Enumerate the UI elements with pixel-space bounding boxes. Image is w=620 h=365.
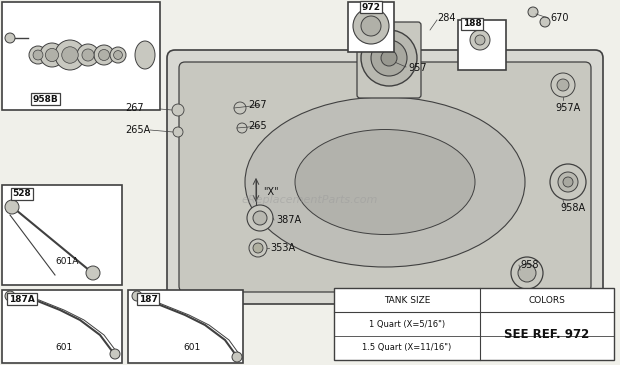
Text: "X": "X" [263, 187, 278, 197]
Circle shape [361, 16, 381, 36]
Text: 670: 670 [550, 13, 569, 23]
Circle shape [475, 35, 485, 45]
Circle shape [232, 352, 242, 362]
Text: 972: 972 [361, 3, 381, 12]
Circle shape [62, 47, 78, 63]
Text: 528: 528 [12, 189, 32, 199]
Text: 958B: 958B [32, 95, 58, 104]
Circle shape [519, 290, 535, 306]
Text: 957: 957 [408, 63, 427, 73]
Text: 957A: 957A [555, 103, 580, 113]
Bar [128, 290, 243, 363]
Text: 387A: 387A [276, 215, 301, 225]
Circle shape [247, 205, 273, 231]
Text: 265: 265 [248, 121, 267, 131]
Text: 958A: 958A [560, 203, 585, 213]
Circle shape [40, 43, 64, 67]
Circle shape [113, 51, 122, 59]
Bar [458, 20, 506, 70]
Text: 958: 958 [520, 260, 539, 270]
Text: 267: 267 [248, 100, 267, 110]
Circle shape [237, 123, 247, 133]
Ellipse shape [245, 97, 525, 267]
Text: 601A: 601A [55, 257, 78, 266]
Text: 187: 187 [138, 295, 157, 304]
Text: 601: 601 [55, 343, 73, 353]
Circle shape [551, 73, 575, 97]
Circle shape [470, 30, 490, 50]
Circle shape [361, 30, 417, 86]
Circle shape [110, 349, 120, 359]
Circle shape [353, 8, 389, 44]
Circle shape [172, 104, 184, 116]
Bar [2, 185, 122, 285]
Bar [2, 290, 122, 363]
Text: 1 Quart (X=5/16"): 1 Quart (X=5/16") [369, 319, 445, 328]
Bar [2, 2, 160, 110]
Circle shape [99, 50, 110, 61]
Ellipse shape [295, 130, 475, 234]
Circle shape [234, 102, 246, 114]
Circle shape [33, 50, 43, 60]
Circle shape [5, 33, 15, 43]
Circle shape [557, 79, 569, 91]
Circle shape [5, 291, 15, 301]
Text: TANK SIZE: TANK SIZE [384, 296, 430, 305]
Text: COLORS: COLORS [528, 296, 565, 305]
Circle shape [5, 200, 19, 214]
Circle shape [29, 46, 47, 64]
Text: 265A: 265A [125, 125, 150, 135]
FancyBboxPatch shape [167, 50, 603, 304]
Circle shape [94, 45, 114, 65]
Text: 267: 267 [125, 103, 144, 113]
Circle shape [45, 49, 59, 62]
Circle shape [77, 44, 99, 66]
Circle shape [563, 177, 573, 187]
Text: 187A: 187A [9, 295, 35, 304]
Circle shape [82, 49, 94, 61]
Circle shape [249, 239, 267, 257]
Circle shape [110, 47, 126, 63]
Text: 284: 284 [437, 13, 456, 23]
Circle shape [253, 243, 263, 253]
Circle shape [253, 211, 267, 225]
Circle shape [528, 7, 538, 17]
Circle shape [132, 291, 142, 301]
Circle shape [550, 164, 586, 200]
Bar [334, 288, 614, 360]
Circle shape [173, 127, 183, 137]
Circle shape [55, 40, 85, 70]
Bar [348, 2, 394, 52]
Ellipse shape [135, 41, 155, 69]
Circle shape [371, 40, 407, 76]
Text: 353A: 353A [270, 243, 295, 253]
FancyBboxPatch shape [357, 22, 421, 98]
Text: 601: 601 [183, 343, 200, 353]
Circle shape [540, 17, 550, 27]
Circle shape [381, 50, 397, 66]
Text: SEE REF. 972: SEE REF. 972 [504, 328, 590, 341]
Circle shape [518, 264, 536, 282]
Circle shape [558, 172, 578, 192]
Circle shape [511, 257, 543, 289]
FancyBboxPatch shape [179, 62, 591, 292]
Text: eReplacementParts.com: eReplacementParts.com [242, 195, 378, 205]
Text: 1.5 Quart (X=11/16"): 1.5 Quart (X=11/16") [362, 343, 451, 352]
Circle shape [86, 266, 100, 280]
Text: 188: 188 [463, 19, 481, 28]
